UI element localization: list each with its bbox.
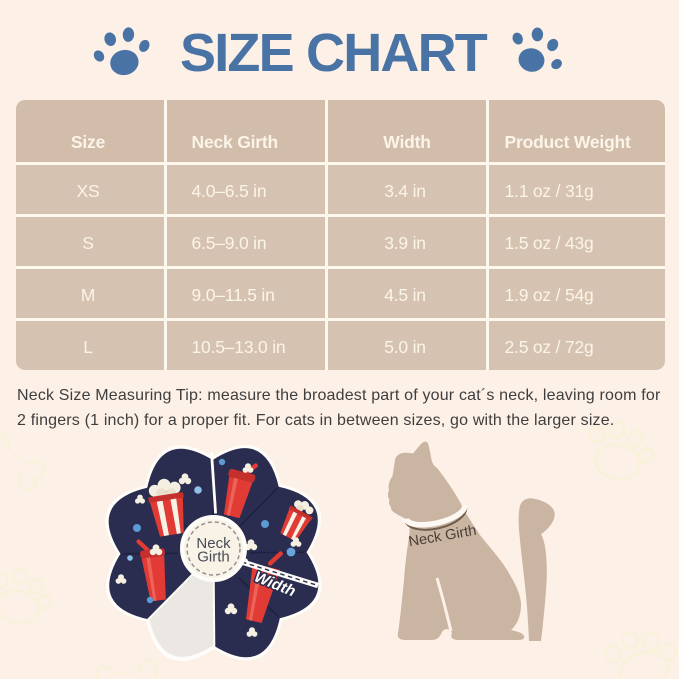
svg-text:Neck: Neck <box>196 535 231 552</box>
svg-text:Girth: Girth <box>197 549 230 566</box>
